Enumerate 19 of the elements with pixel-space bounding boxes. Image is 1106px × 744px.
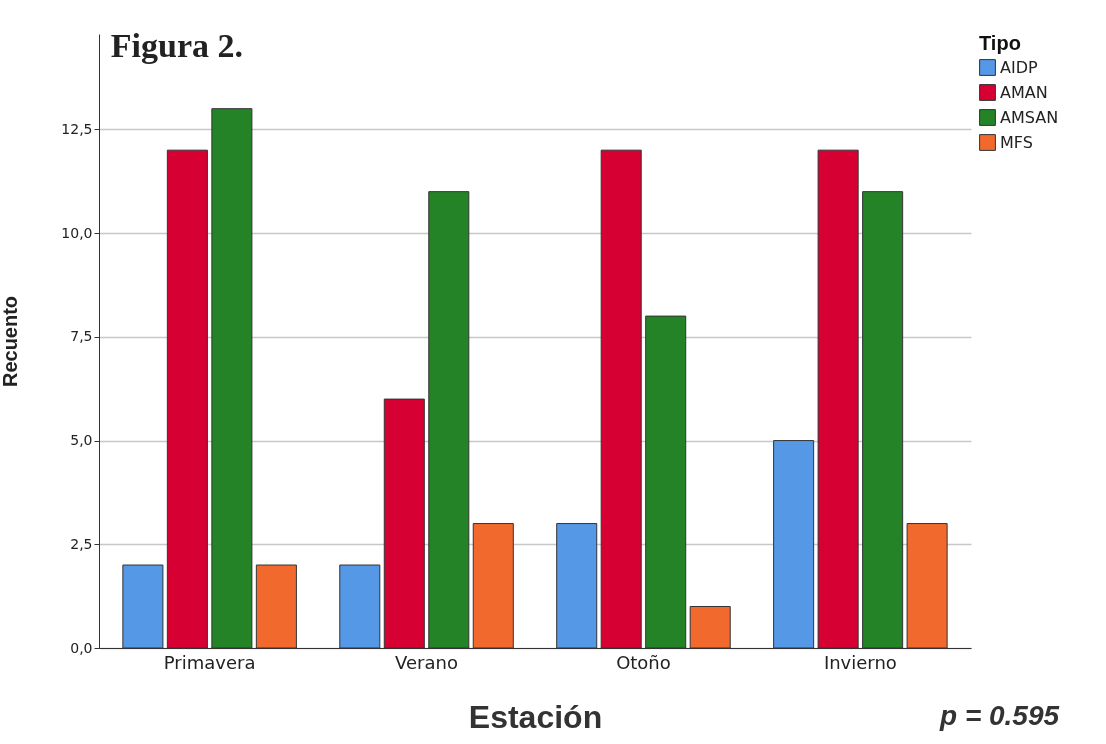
x-tick-label: Invierno <box>823 651 897 673</box>
y-tick-label: 2,5 <box>70 535 93 552</box>
y-axis-title: Recuento <box>0 295 22 388</box>
y-tick-label: 12,5 <box>61 120 93 137</box>
x-tick-label: Primavera <box>163 651 256 673</box>
x-axis-title: Estación <box>468 698 603 735</box>
x-tick-label: Otoño <box>616 651 671 673</box>
x-tick-label: Verano <box>395 651 458 673</box>
legend-title: Tipo <box>979 32 1021 54</box>
legend-label: AMSAN <box>1000 107 1059 127</box>
legend-label: AIDP <box>1000 57 1038 77</box>
y-tick-label: 7,5 <box>70 328 93 345</box>
chart-title: Figura 2. <box>110 27 244 64</box>
y-tick-label: 5,0 <box>70 432 93 449</box>
y-tick-label: 10,0 <box>61 224 93 241</box>
legend-label: AMAN <box>1000 82 1048 102</box>
y-tick-label: 0,0 <box>70 639 93 656</box>
legend-label: MFS <box>1000 132 1033 152</box>
text: p = 0.595 <box>940 700 1060 732</box>
